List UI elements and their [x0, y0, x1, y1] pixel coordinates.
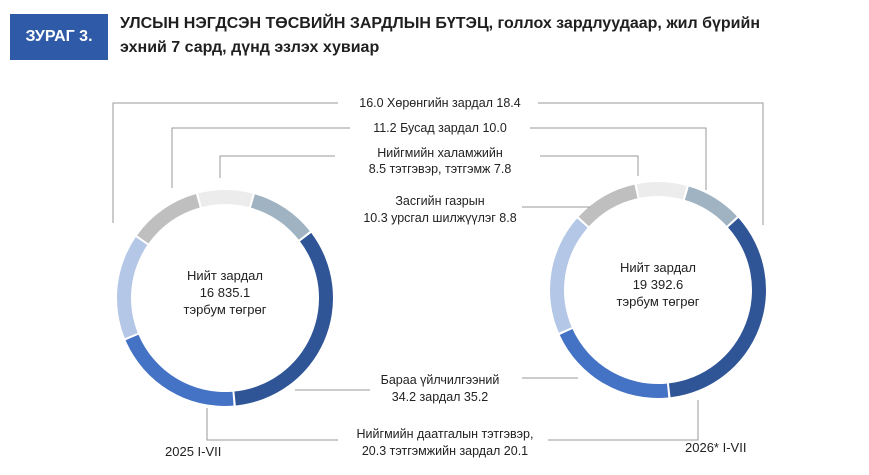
donut-slice-2025-2	[198, 190, 253, 208]
donut-slice-2025-5	[125, 334, 234, 406]
figure-badge: ЗУРАГ 3.	[10, 14, 108, 60]
leader-other-left	[171, 127, 350, 188]
donut-slice-2025-3	[250, 194, 310, 240]
title-line-1: УЛСЫН НЭГДСЭН ТӨСВИЙН ЗАРДЛЫН БҮТЭЦ, гол…	[120, 15, 760, 32]
donut-slice-2025-4	[234, 232, 333, 406]
leader-social-left	[206, 408, 338, 441]
center-2025-line1: Нийт зардал	[187, 268, 263, 283]
title-line-2: эхний 7 сард, дүнд эзлэх хувиар	[120, 39, 380, 56]
label-social-2: 20.3 тэтгэмжийн зардал 20.1	[362, 444, 528, 458]
label-goods-2: 34.2 зардал 35.2	[392, 390, 489, 404]
center-2025-unit: тэрбум төгрөг	[183, 302, 266, 317]
donut-slice-2026-3	[684, 186, 737, 226]
donut-slice-2026-4	[668, 217, 766, 398]
label-subsidies-2: 10.3 урсгал шилжүүлэг 8.8	[363, 211, 516, 225]
period-2026: 2026* I-VII	[685, 440, 746, 455]
donut-slice-2026-1	[578, 184, 638, 227]
center-2026-line1: Нийт зардал	[620, 260, 696, 275]
leader-lines	[112, 102, 764, 441]
center-2026-value: 19 392.6	[633, 277, 684, 292]
label-welfare-2: 8.5 тэтгэвэр, тэтгэмж 7.8	[369, 162, 512, 176]
donut-slice-2025-0	[116, 237, 148, 339]
leader-capital-left	[112, 102, 338, 223]
leader-social-right	[548, 400, 699, 441]
label-welfare-1: Нийгмийн халамжийн	[377, 146, 503, 160]
donut-slice-2026-5	[559, 329, 669, 398]
chart-header: ЗУРАГ 3. УЛСЫН НЭГДСЭН ТӨСВИЙН ЗАРДЛЫН Б…	[0, 0, 869, 64]
donut-2025	[116, 190, 333, 406]
label-social-1: Нийгмийн даатгалын тэтгэвэр,	[357, 427, 534, 441]
period-2025: 2025 I-VII	[165, 444, 221, 459]
donut-slice-2026-2	[636, 182, 687, 200]
leader-other-right	[530, 127, 707, 190]
leader-welfare-left	[219, 155, 335, 178]
center-2025-value: 16 835.1	[200, 285, 251, 300]
label-other: 11.2 Бусад зардал 10.0	[373, 121, 507, 135]
donut-slice-2026-0	[550, 218, 588, 333]
label-goods-1: Бараа үйлчилгээний	[381, 373, 500, 387]
label-subsidies-1: Засгийн газрын	[395, 194, 484, 208]
leader-capital-right	[538, 102, 764, 225]
center-2026-unit: тэрбум төгрөг	[616, 294, 699, 309]
leader-welfare-right	[540, 155, 639, 176]
chart-title: УЛСЫН НЭГДСЭН ТӨСВИЙН ЗАРДЛЫН БҮТЭЦ, гол…	[120, 12, 820, 60]
donut-slice-2025-1	[137, 193, 200, 244]
donut-2026	[550, 182, 766, 398]
label-capital: 16.0 Хөрөнгийн зардал 18.4	[359, 96, 521, 110]
